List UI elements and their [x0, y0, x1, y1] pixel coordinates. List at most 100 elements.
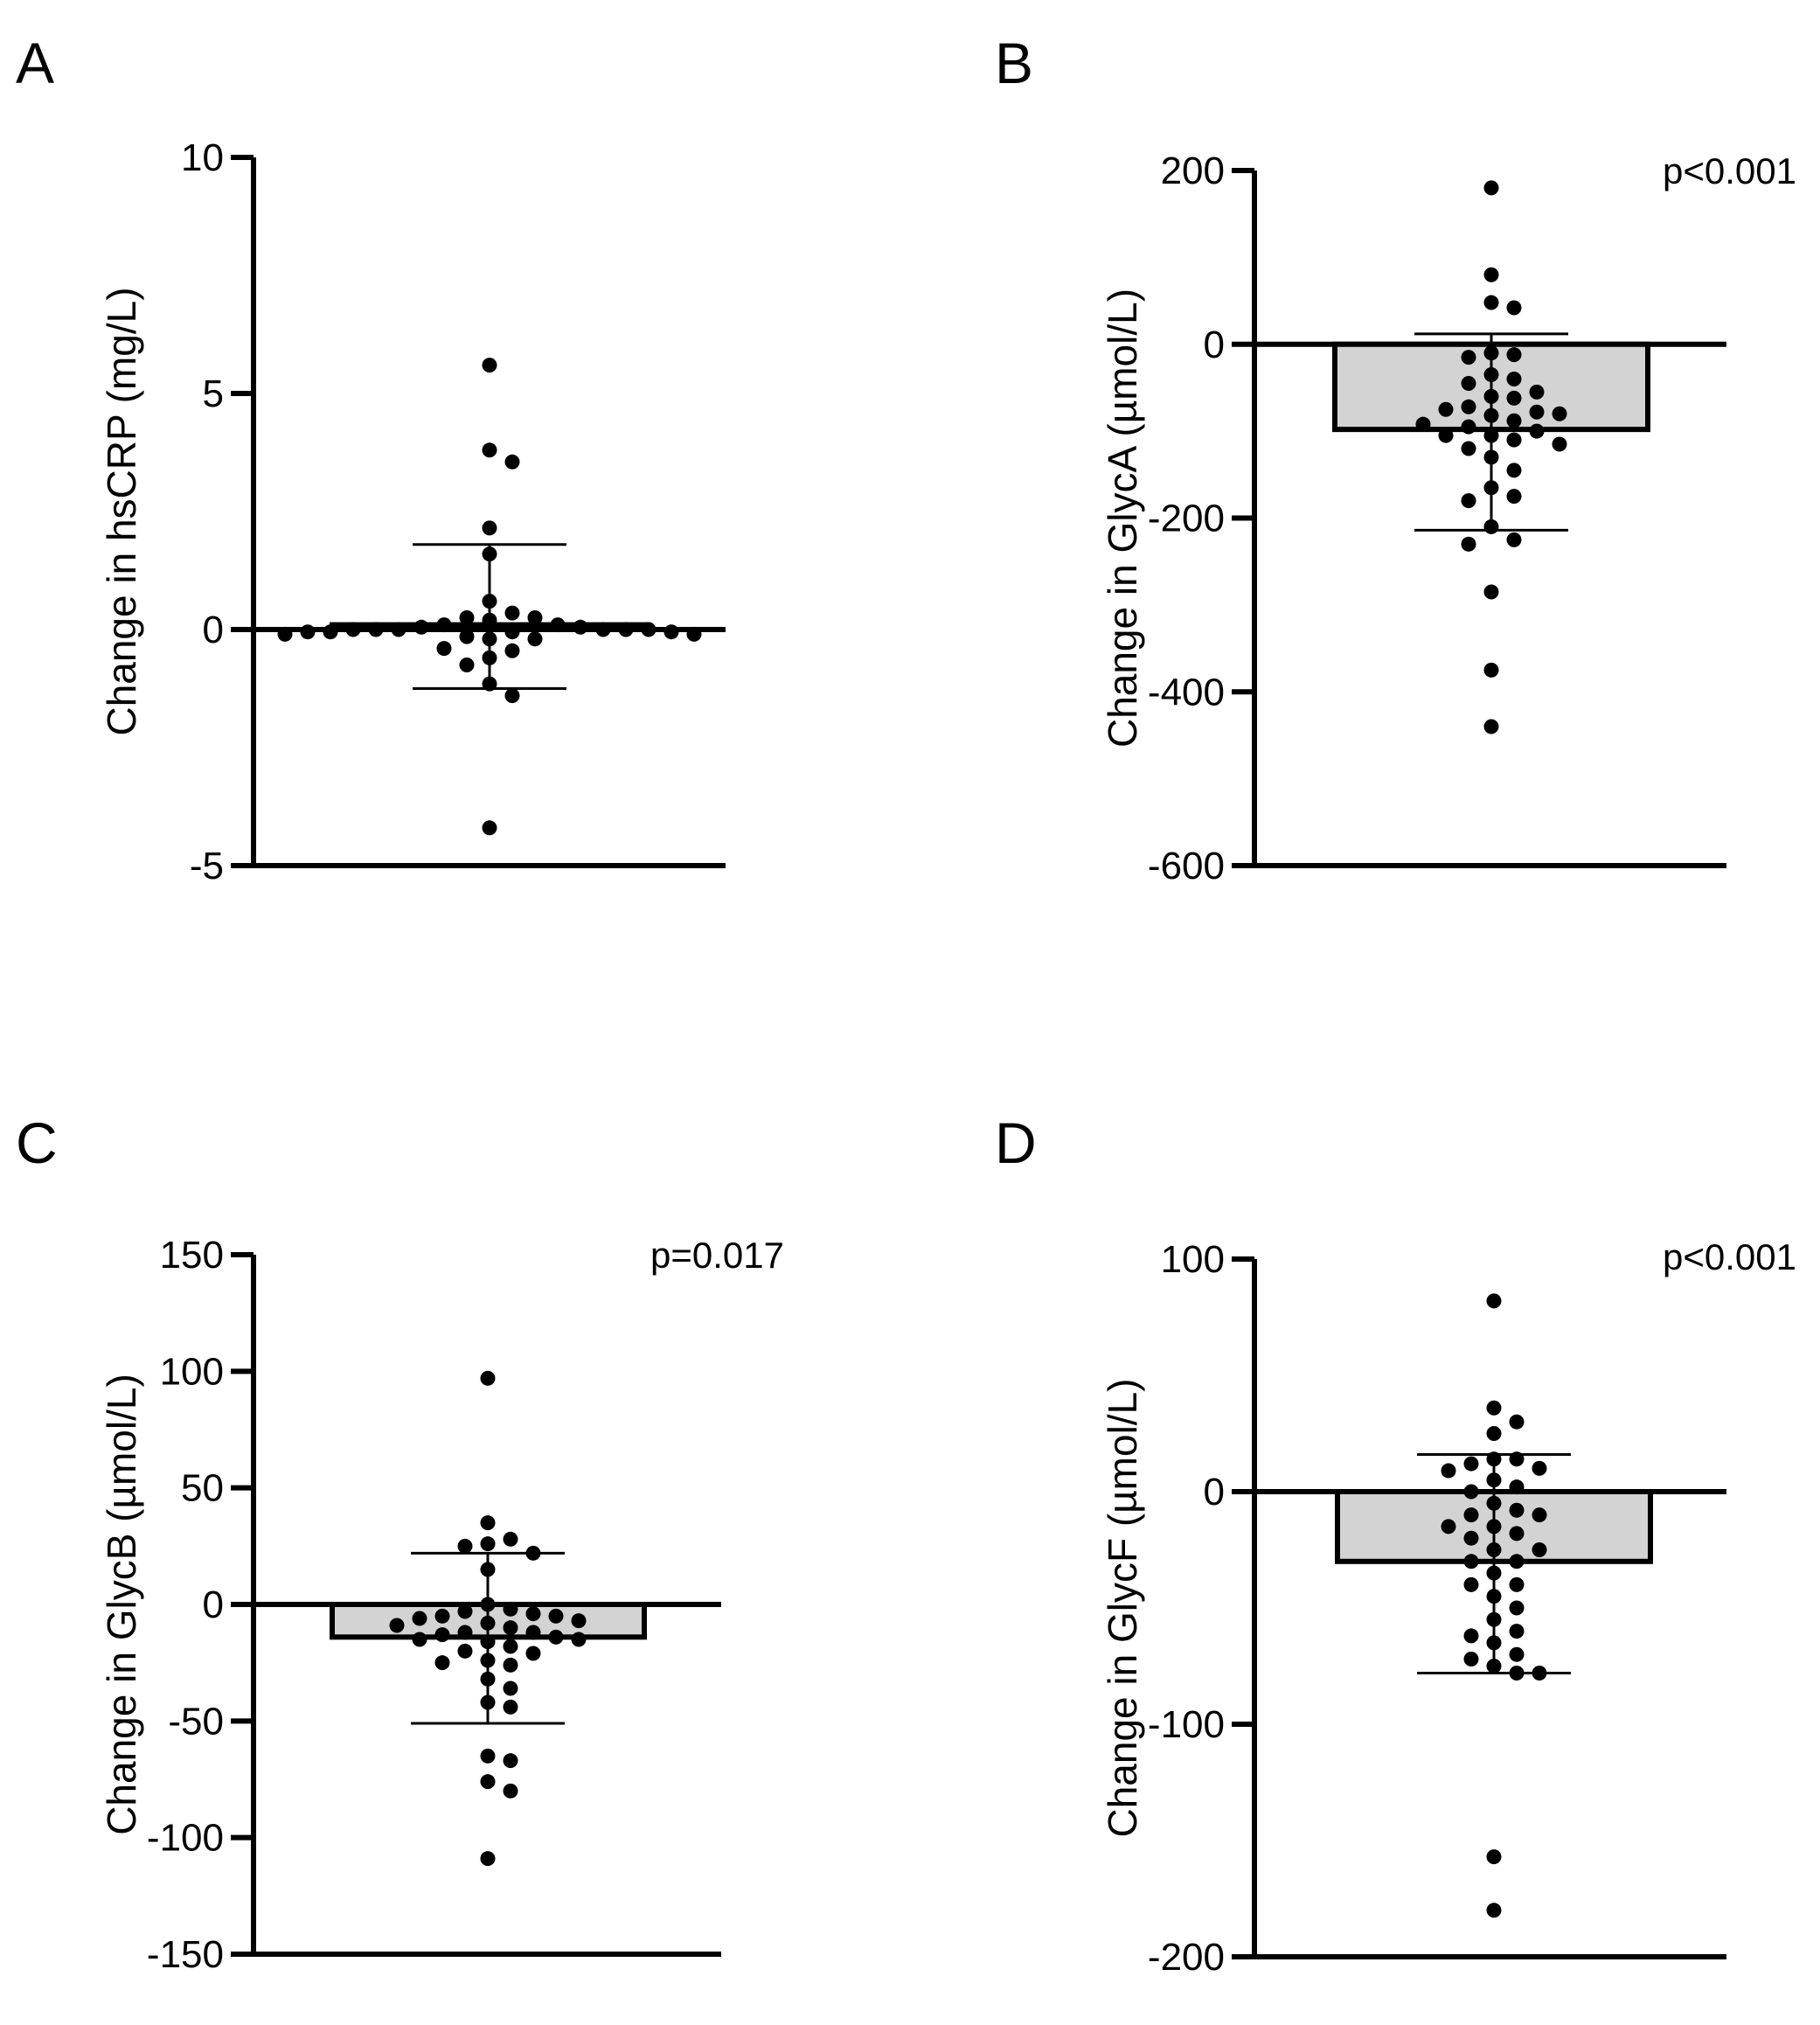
data-point [1486, 1519, 1502, 1534]
data-point [1532, 1542, 1547, 1557]
data-point [1463, 1484, 1479, 1500]
data-point [1509, 1451, 1525, 1467]
data-point [571, 1613, 587, 1629]
data-point [525, 1646, 541, 1661]
p-value-label: p=0.017 [650, 1235, 784, 1276]
data-point [482, 442, 497, 458]
data-point [1463, 1652, 1479, 1667]
data-point [548, 1629, 564, 1645]
y-axis-title: Change in GlycB (µmol/L) [99, 1374, 144, 1835]
y-tick-label: 0 [203, 1583, 224, 1626]
panel-letter-a: A [16, 31, 54, 95]
data-point [1483, 428, 1499, 443]
data-point [457, 1643, 473, 1659]
data-point [482, 594, 497, 609]
data-point [1483, 295, 1499, 310]
data-point [482, 546, 497, 562]
y-tick-label: -200 [1148, 1936, 1225, 1979]
data-point [457, 1604, 473, 1619]
data-point [436, 641, 452, 657]
data-point [482, 612, 497, 628]
data-point [1463, 1554, 1479, 1569]
data-point [1509, 1646, 1525, 1662]
y-axis-title: Change in hsCRP (mg/L) [99, 287, 144, 735]
data-point [480, 1370, 496, 1386]
data-point [300, 624, 316, 640]
data-point [1483, 345, 1499, 361]
data-point [459, 658, 475, 672]
data-point [368, 622, 384, 637]
data-point [1486, 1565, 1502, 1581]
data-point [1461, 441, 1476, 456]
data-point [503, 1531, 518, 1547]
panel-letter-b: B [995, 31, 1033, 95]
data-point [482, 650, 497, 665]
data-point [1438, 401, 1454, 417]
p-value-label: p<0.001 [1663, 1236, 1796, 1277]
data-point [503, 1681, 518, 1696]
data-point [1463, 1507, 1479, 1523]
data-point [504, 688, 520, 704]
data-point [1486, 1659, 1502, 1674]
data-point [1509, 1600, 1525, 1616]
data-point [1483, 449, 1499, 465]
data-point [480, 1615, 496, 1631]
data-point [1509, 1554, 1525, 1569]
data-point [1552, 406, 1567, 421]
data-point [480, 1515, 496, 1531]
data-point [434, 1627, 450, 1643]
data-point [504, 624, 520, 640]
data-point [1483, 719, 1499, 734]
data-point [457, 1538, 473, 1554]
panel-d: D -200 -100 0 100 Change in GlycF (µmol/L) p<… [995, 1110, 1796, 1979]
data-point [1506, 300, 1522, 316]
data-point [1483, 388, 1499, 404]
y-tick-label: -100 [147, 1817, 224, 1860]
data-point [482, 631, 497, 647]
data-point [1509, 1665, 1525, 1681]
data-point [1532, 1507, 1547, 1523]
data-point [1463, 1628, 1479, 1644]
data-point [1506, 413, 1522, 428]
y-tick-label: 200 [1161, 150, 1225, 192]
data-point [1461, 493, 1476, 509]
glycf-chart: -200 -100 0 100 Change in GlycF (µmol/L) p<0.… [1100, 1236, 1796, 1979]
data-point [1463, 1456, 1479, 1472]
panel-c: C -150 -100 -50 0 50 100 150 Change in GlycB (µ… [16, 1110, 784, 1976]
data-point [1486, 1542, 1502, 1557]
data-point [480, 1653, 496, 1668]
panel-letter-d: D [995, 1110, 1037, 1175]
data-point [482, 820, 497, 836]
y-tick-label: 10 [181, 136, 224, 179]
data-point [1509, 1502, 1525, 1518]
data-point [573, 619, 588, 635]
data-point [1461, 350, 1476, 365]
data-point [1506, 463, 1522, 478]
data-point [1461, 419, 1476, 435]
data-point [504, 643, 520, 658]
data-point [1438, 428, 1454, 443]
y-tick-label: -5 [190, 845, 224, 887]
data-point [503, 1620, 518, 1636]
data-point [482, 358, 497, 373]
data-point [1463, 1576, 1479, 1592]
data-point [480, 1671, 496, 1687]
data-point [1506, 532, 1522, 547]
data-point [1509, 1479, 1525, 1495]
data-point [1486, 1589, 1502, 1604]
data-point [482, 520, 497, 536]
data-point [482, 676, 497, 692]
data-point [480, 1597, 496, 1612]
data-point [480, 1536, 496, 1552]
data-point [1532, 1665, 1547, 1681]
data-point [595, 622, 611, 637]
data-point [571, 1632, 587, 1647]
data-point [663, 624, 679, 640]
y-tick-label: 100 [160, 1350, 224, 1393]
data-point [1552, 436, 1567, 452]
data-point [1486, 1293, 1502, 1309]
data-point [1441, 1463, 1456, 1479]
data-point [1486, 1849, 1502, 1865]
glyca-chart: -600 -400 -200 0 200 Change in GlycA (µmol/L)… [1100, 150, 1796, 887]
y-tick-label: 50 [181, 1467, 224, 1510]
